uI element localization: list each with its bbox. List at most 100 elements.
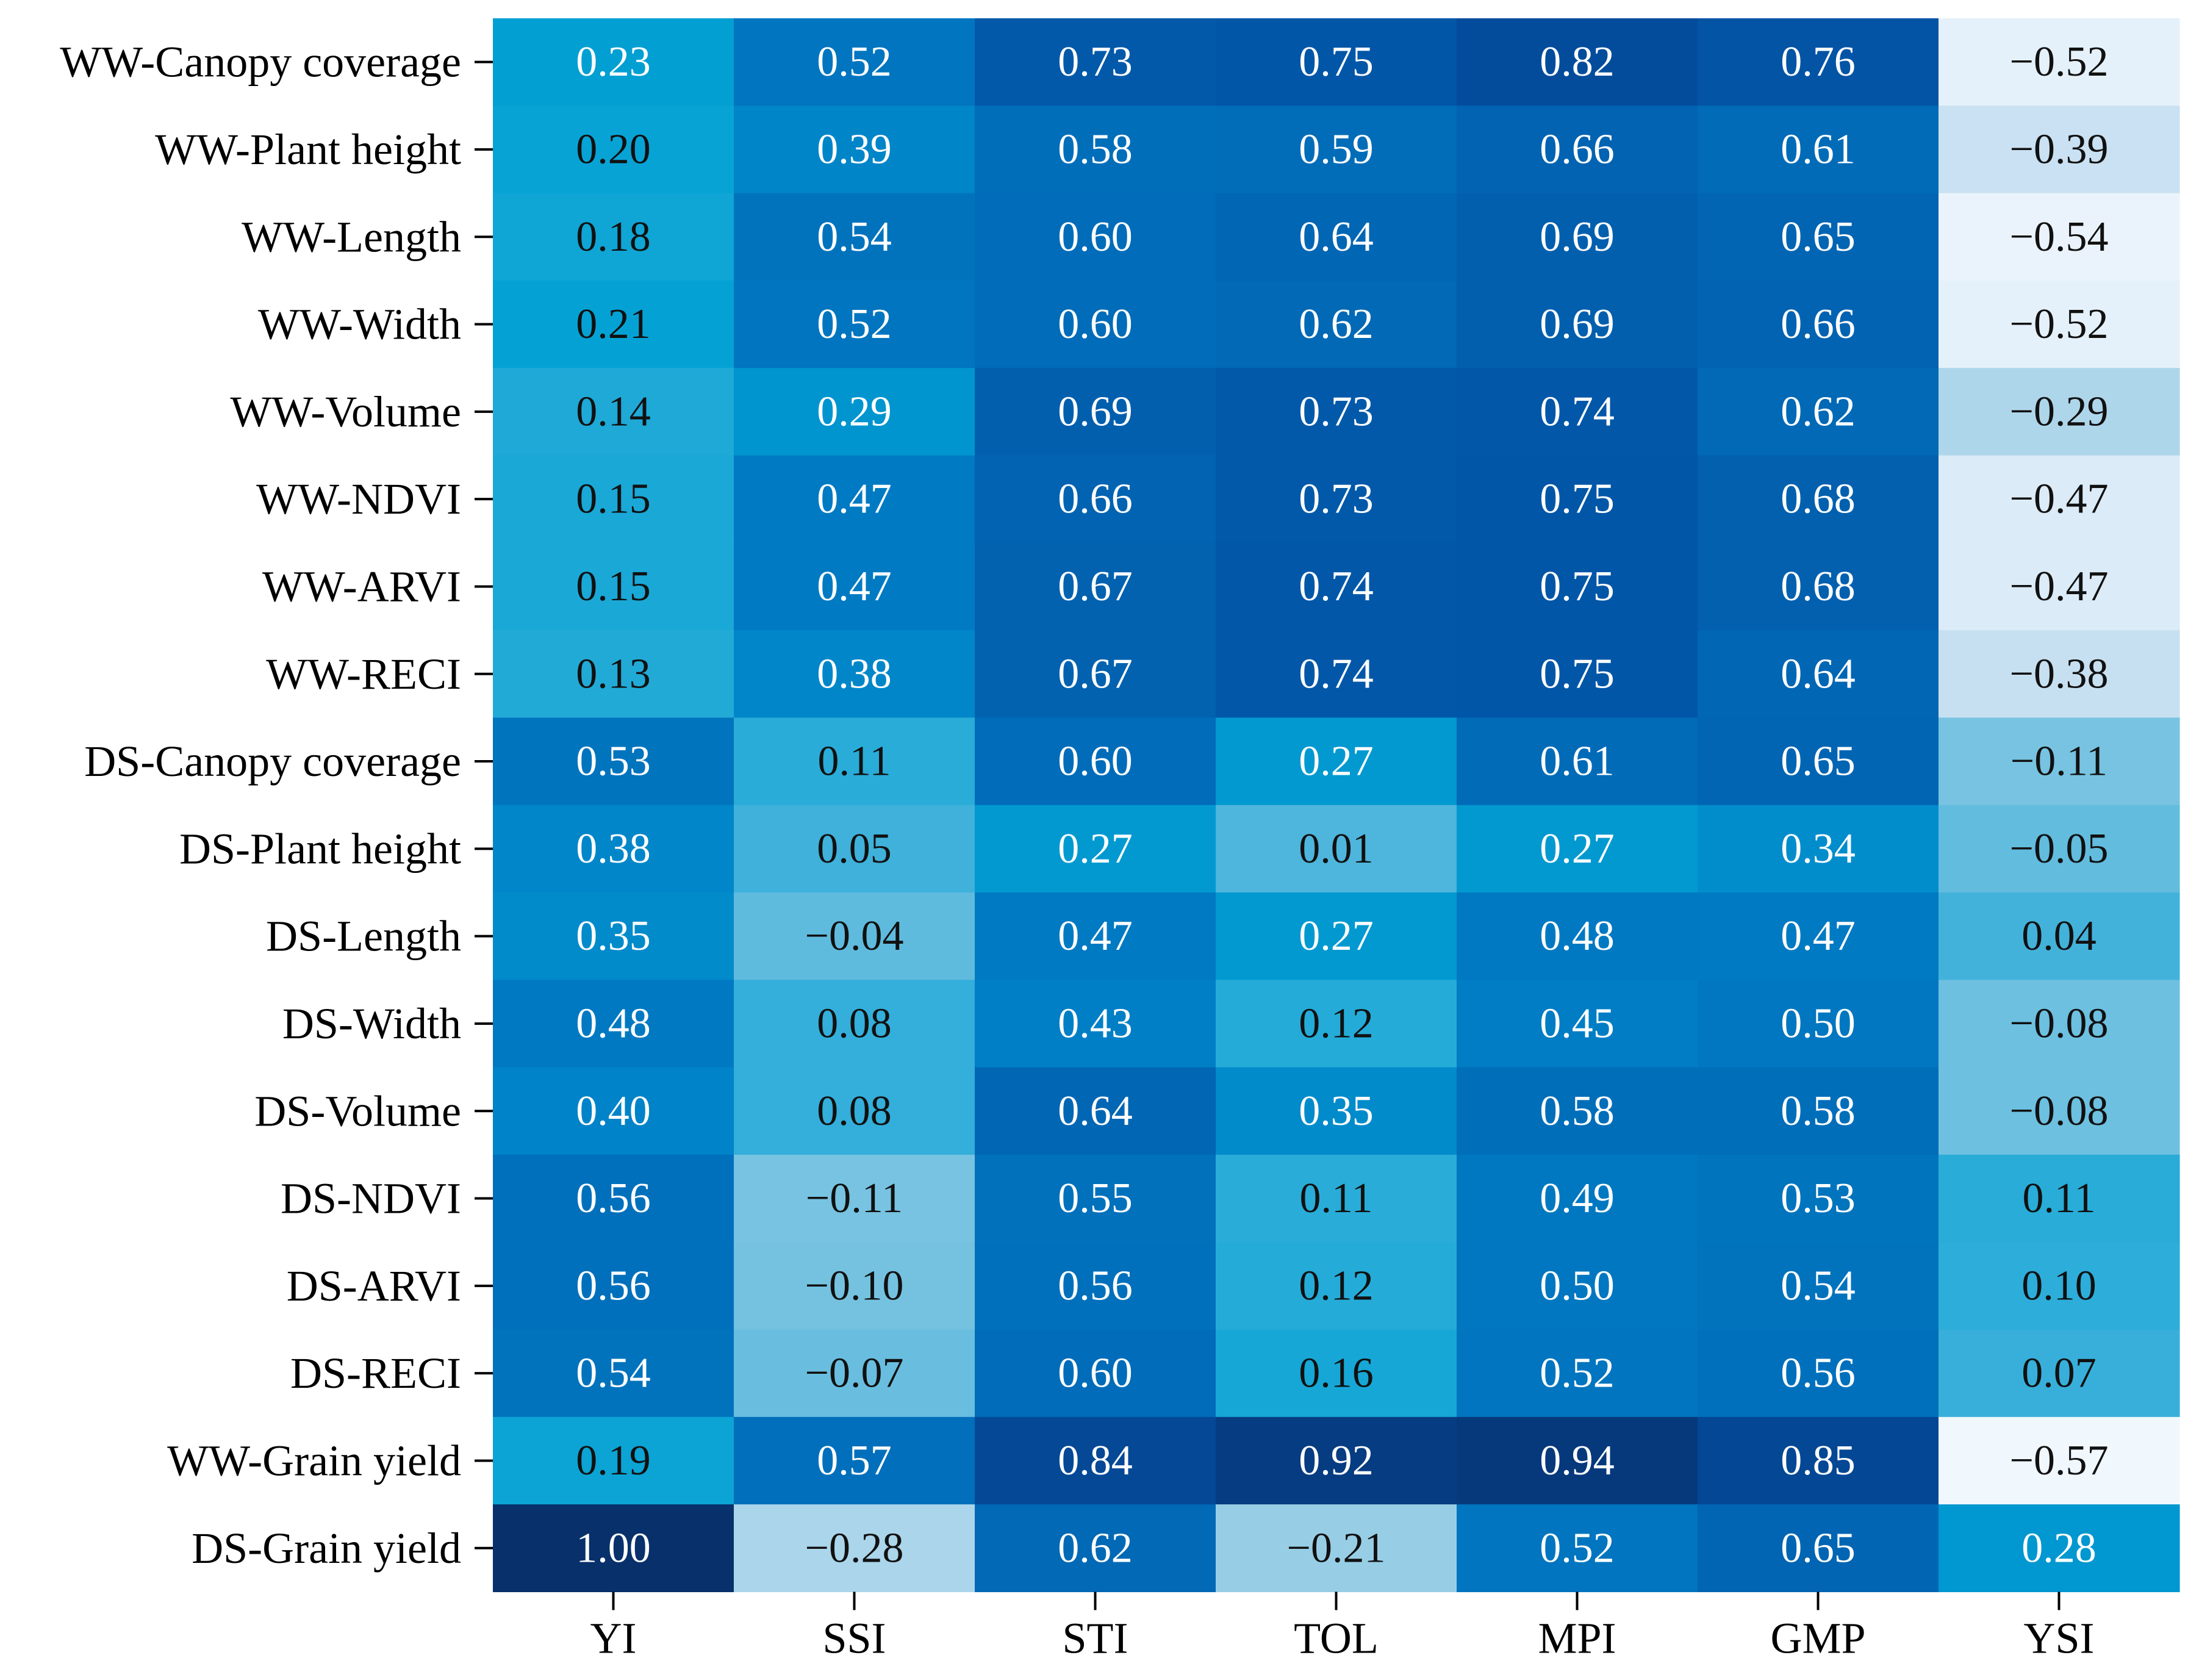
cell-value-label: 0.62 — [1058, 1524, 1133, 1571]
heatmap-cell — [1457, 193, 1698, 281]
heatmap-cell — [1939, 1242, 2180, 1330]
heatmap-cell — [493, 1154, 734, 1243]
cell-value-label: 0.19 — [576, 1437, 651, 1484]
row-tick-label: WW-ARVI — [262, 562, 461, 611]
column-tick-label: SSI — [822, 1614, 886, 1662]
heatmap-cell — [975, 368, 1216, 456]
cell-value-label: 0.82 — [1540, 38, 1615, 85]
row-tick-label: DS-Grain yield — [192, 1524, 461, 1573]
heatmap-cell — [1216, 1242, 1457, 1330]
cell-value-label: 0.73 — [1299, 388, 1374, 435]
cell-value-label: 0.47 — [1058, 913, 1133, 960]
heatmap-cell — [1457, 280, 1698, 368]
cell-value-label: 0.52 — [1540, 1350, 1615, 1397]
cell-value-label: 0.15 — [576, 563, 651, 610]
heatmap-cell — [1457, 805, 1698, 893]
heatmap-cell — [1939, 980, 2180, 1068]
cell-value-label: 0.56 — [576, 1175, 651, 1222]
cell-value-label: 0.11 — [1300, 1175, 1373, 1222]
cell-value-label: −0.08 — [2010, 1088, 2109, 1135]
column-tick-label: YSI — [2023, 1614, 2094, 1662]
heatmap-cell — [493, 542, 734, 631]
cell-value-label: 0.94 — [1540, 1437, 1615, 1484]
heatmap-cell — [1939, 542, 2180, 631]
heatmap-cell — [734, 193, 975, 281]
cell-value-label: 0.54 — [576, 1350, 651, 1397]
cell-value-label: 0.75 — [1540, 476, 1615, 523]
cell-value-label: 0.76 — [1781, 38, 1856, 85]
heatmap-cell — [1457, 1416, 1698, 1505]
heatmap-cell — [1216, 1154, 1457, 1243]
column-tick-label: GMP — [1770, 1614, 1865, 1662]
cell-value-label: 0.58 — [1058, 126, 1133, 173]
heatmap-cell — [975, 18, 1216, 106]
heatmap-cell — [734, 892, 975, 980]
column-tick-label: TOL — [1294, 1614, 1379, 1662]
cell-value-label: 0.64 — [1299, 214, 1374, 260]
heatmap-cell — [1698, 542, 1939, 631]
cell-value-label: −0.39 — [2010, 126, 2109, 173]
cell-value-label: 0.08 — [817, 1000, 892, 1047]
cell-value-label: 0.74 — [1299, 563, 1374, 610]
cell-value-label: 0.67 — [1058, 650, 1133, 697]
heatmap-cell — [1457, 980, 1698, 1068]
cell-value-label: 0.56 — [1058, 1262, 1133, 1309]
heatmap-cell — [493, 368, 734, 456]
heatmap-cell — [1939, 1504, 2180, 1592]
heatmap-cell — [975, 805, 1216, 893]
cell-value-label: 0.52 — [1540, 1524, 1615, 1571]
heatmap-cell — [493, 805, 734, 893]
heatmap-cell — [1698, 18, 1939, 106]
cell-value-label: 0.54 — [817, 214, 892, 260]
cell-value-label: 0.35 — [576, 913, 651, 960]
cell-value-label: 0.34 — [1781, 825, 1856, 872]
cell-value-label: 0.60 — [1058, 301, 1133, 348]
heatmap-cell — [493, 1416, 734, 1505]
cell-value-label: 0.74 — [1299, 650, 1374, 697]
cell-value-label: −0.04 — [805, 913, 904, 960]
cell-value-label: 0.73 — [1058, 38, 1133, 85]
heatmap-cell — [1216, 1329, 1457, 1418]
heatmap-cell — [1216, 542, 1457, 631]
heatmap-cell — [734, 630, 975, 718]
cell-value-label: 0.16 — [1299, 1350, 1374, 1397]
cell-value-label: −0.52 — [2010, 38, 2109, 85]
heatmap-cell — [1698, 717, 1939, 806]
heatmap-cell — [975, 106, 1216, 194]
heatmap-cell — [1939, 193, 2180, 281]
cell-value-label: 0.61 — [1781, 126, 1856, 173]
cell-value-label: 0.61 — [1540, 738, 1615, 785]
heatmap-cell — [975, 1329, 1216, 1418]
heatmap-cell — [493, 455, 734, 544]
cell-value-label: 0.58 — [1781, 1088, 1856, 1135]
cell-value-label: 0.27 — [1299, 913, 1374, 960]
cell-value-label: 0.75 — [1540, 650, 1615, 697]
heatmap-cell — [493, 980, 734, 1068]
cell-value-label: 0.85 — [1781, 1437, 1856, 1484]
cell-value-label: 0.52 — [817, 301, 892, 348]
heatmap-cell — [493, 892, 734, 980]
cell-value-label: 0.58 — [1540, 1088, 1615, 1135]
cell-value-label: −0.54 — [2010, 214, 2109, 260]
cell-value-label: 0.74 — [1540, 388, 1615, 435]
row-tick-label: WW-Width — [258, 300, 461, 349]
cell-value-label: 0.10 — [2021, 1262, 2097, 1309]
cell-value-label: 0.48 — [1540, 913, 1615, 960]
cell-value-label: 0.28 — [2021, 1524, 2097, 1571]
heatmap-cell — [975, 455, 1216, 544]
cell-value-label: 0.53 — [576, 738, 651, 785]
row-tick-label: DS-Canopy coverage — [84, 737, 461, 786]
cell-value-label: 0.60 — [1058, 1350, 1133, 1397]
row-tick-label: WW-Volume — [230, 387, 461, 436]
cell-value-label: 0.84 — [1058, 1437, 1133, 1484]
cell-value-label: 0.15 — [576, 476, 651, 523]
row-tick-label: DS-ARVI — [287, 1262, 461, 1310]
cell-value-label: 0.14 — [576, 388, 651, 435]
cell-value-label: 0.64 — [1781, 650, 1856, 697]
cell-value-label: 0.29 — [817, 388, 892, 435]
heatmap-cell — [975, 193, 1216, 281]
heatmap-cell — [493, 280, 734, 368]
heatmap-cell — [1216, 892, 1457, 980]
heatmap-cell — [1939, 368, 2180, 456]
cell-value-label: 0.13 — [576, 650, 651, 697]
